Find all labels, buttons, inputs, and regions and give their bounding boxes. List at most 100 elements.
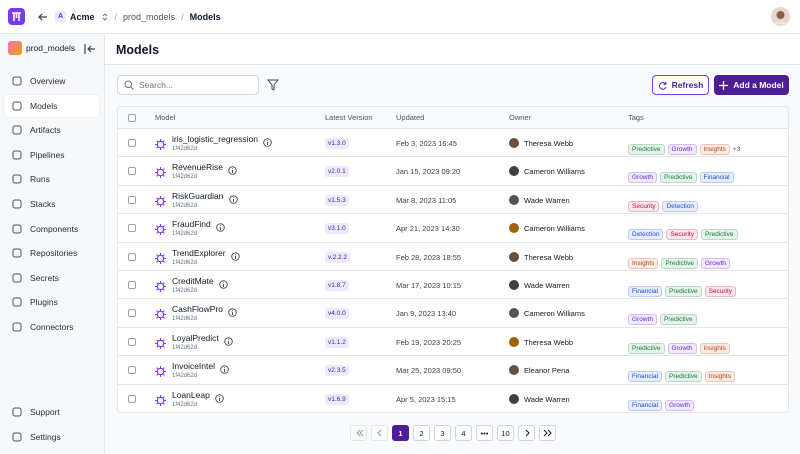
- table-row[interactable]: LoanLeap 1f42d62d v1.6.9 Apr 5, 2023 15:15 W…: [118, 385, 788, 412]
- back-button[interactable]: [37, 11, 49, 23]
- info-icon[interactable]: [263, 134, 272, 152]
- nav-item[interactable]: Plugins: [4, 291, 99, 313]
- row-checkbox[interactable]: [128, 224, 136, 233]
- info-icon[interactable]: [215, 390, 224, 408]
- nav-item[interactable]: Support: [4, 401, 99, 423]
- tags: Financial Predictive Security: [628, 280, 739, 298]
- refresh-button[interactable]: Refresh: [652, 75, 709, 95]
- info-icon[interactable]: [224, 333, 233, 351]
- info-icon[interactable]: [228, 304, 237, 322]
- page-button[interactable]: 3: [434, 425, 451, 441]
- page-button[interactable]: 2: [413, 425, 430, 441]
- add-model-button[interactable]: Add a Model: [714, 75, 789, 95]
- collapse-sidebar[interactable]: [84, 43, 96, 55]
- row-checkbox[interactable]: [128, 139, 136, 147]
- model-name[interactable]: iris_logistic_regression: [172, 134, 258, 144]
- nav-item[interactable]: Pipelines: [4, 144, 99, 166]
- owner-avatar: [509, 365, 519, 376]
- owner-name: Cameron Williams: [524, 167, 585, 177]
- row-checkbox[interactable]: [128, 281, 136, 289]
- nav-item[interactable]: Overview: [4, 70, 99, 92]
- model-name[interactable]: LoyalPredict: [172, 332, 219, 343]
- more-tags[interactable]: +3: [732, 146, 741, 153]
- model-name[interactable]: InvoiceIntel: [172, 361, 215, 372]
- page-button[interactable]: 10: [497, 425, 514, 441]
- nav-label: Pipelines: [30, 149, 65, 160]
- logo[interactable]: [8, 8, 25, 25]
- table-row[interactable]: RiskGuardian 1f42d62d v1.5.3 Mar 8, 2023 11…: [118, 186, 788, 215]
- page-button[interactable]: •••: [476, 425, 493, 441]
- filter-button[interactable]: [267, 79, 279, 91]
- table-row[interactable]: iris_logistic_regression 1f42d62d v1.3.0 Fe…: [118, 129, 788, 158]
- row-checkbox[interactable]: [128, 167, 136, 176]
- workspace-switcher[interactable]: [101, 12, 109, 22]
- page-button[interactable]: 4: [455, 425, 472, 441]
- version-badge: v1.8.7: [325, 280, 349, 291]
- model-icon: [155, 165, 166, 183]
- nav-icon: [12, 150, 22, 160]
- owner-avatar: [509, 308, 519, 319]
- table-row[interactable]: TrendExplorer 1f42d62d v.2.2.2 Feb 28, 2023…: [118, 243, 788, 271]
- model-name[interactable]: LoanLeap: [172, 389, 210, 400]
- table-row[interactable]: LoyalPredict 1f42d62d v1.1.2 Feb 19, 2023 2…: [118, 328, 788, 357]
- owner-name: Theresa Webb: [524, 139, 574, 148]
- separator: /: [114, 11, 118, 22]
- row-checkbox[interactable]: [128, 394, 136, 403]
- model-name[interactable]: TrendExplorer: [172, 247, 226, 258]
- select-all-checkbox[interactable]: [128, 114, 136, 122]
- model-name[interactable]: RiskGuardian: [172, 190, 224, 201]
- last-page[interactable]: [539, 425, 556, 441]
- workspace-name[interactable]: Acme: [70, 11, 95, 22]
- nav-icon: [12, 125, 22, 135]
- info-icon[interactable]: [216, 219, 225, 237]
- version-badge: v1.6.9: [325, 393, 349, 405]
- nav-item[interactable]: Secrets: [4, 267, 99, 289]
- model-name[interactable]: FraudFind: [172, 219, 211, 230]
- tag: Financial: [628, 286, 663, 297]
- prev-page[interactable]: [371, 425, 388, 441]
- info-icon[interactable]: [219, 276, 228, 294]
- table-row[interactable]: RevenueRise 1f42d62d v2.0.1 Jan 15, 2023 09…: [118, 157, 788, 186]
- breadcrumb-project[interactable]: prod_models: [123, 11, 176, 22]
- model-name[interactable]: CashFlowPro: [172, 304, 224, 315]
- next-page[interactable]: [518, 425, 535, 441]
- nav-icon: [12, 199, 22, 209]
- info-icon[interactable]: [220, 361, 229, 379]
- info-icon[interactable]: [228, 162, 237, 180]
- user-avatar[interactable]: [771, 7, 790, 26]
- tag: Predictive: [628, 144, 665, 155]
- nav-icon: [12, 248, 22, 258]
- nav-item[interactable]: Runs: [4, 168, 99, 190]
- nav-item[interactable]: Components: [4, 218, 99, 240]
- nav-item[interactable]: Repositories: [4, 242, 99, 264]
- table-row[interactable]: FraudFind 1f42d62d v3.1.0 Apr 21, 2023 14:3…: [118, 214, 788, 243]
- table-row[interactable]: CreditMate 1f42d62d v1.8.7 Mar 17, 2023 10:…: [118, 271, 788, 300]
- tag: Predictive: [661, 257, 698, 269]
- column-header: Updated: [396, 113, 425, 122]
- nav-item[interactable]: Stacks: [4, 193, 99, 215]
- nav-item[interactable]: Models: [4, 94, 99, 117]
- info-icon[interactable]: [231, 248, 240, 266]
- model-name[interactable]: CreditMate: [172, 276, 214, 286]
- table-row[interactable]: InvoiceIntel 1f42d62d v2.3.5 Mar 25, 2023 0…: [118, 356, 788, 385]
- nav-item[interactable]: Artifacts: [4, 119, 99, 141]
- nav-item[interactable]: Connectors: [4, 316, 99, 338]
- info-icon[interactable]: [229, 191, 238, 209]
- nav-label: Support: [30, 407, 60, 417]
- main: Models Search... Refresh Add a Model Mod…: [105, 34, 800, 454]
- search-input[interactable]: Search...: [117, 75, 259, 95]
- owner-name: Theresa Webb: [524, 337, 574, 347]
- table-row[interactable]: CashFlowPro 1f42d62d v4.0.0 Jan 9, 2023 13:…: [118, 299, 788, 328]
- project-name: prod_models: [26, 43, 76, 53]
- first-page[interactable]: [350, 425, 367, 441]
- row-checkbox[interactable]: [128, 195, 136, 204]
- nav-item[interactable]: Settings: [4, 426, 99, 448]
- nav-label: Overview: [30, 76, 66, 86]
- page-button[interactable]: 1: [392, 425, 409, 441]
- model-name[interactable]: RevenueRise: [172, 162, 224, 173]
- tags: Predictive Growth Insights: [628, 337, 733, 355]
- row-checkbox[interactable]: [128, 309, 136, 318]
- row-checkbox[interactable]: [128, 366, 136, 375]
- row-checkbox[interactable]: [128, 337, 136, 346]
- row-checkbox[interactable]: [128, 252, 136, 261]
